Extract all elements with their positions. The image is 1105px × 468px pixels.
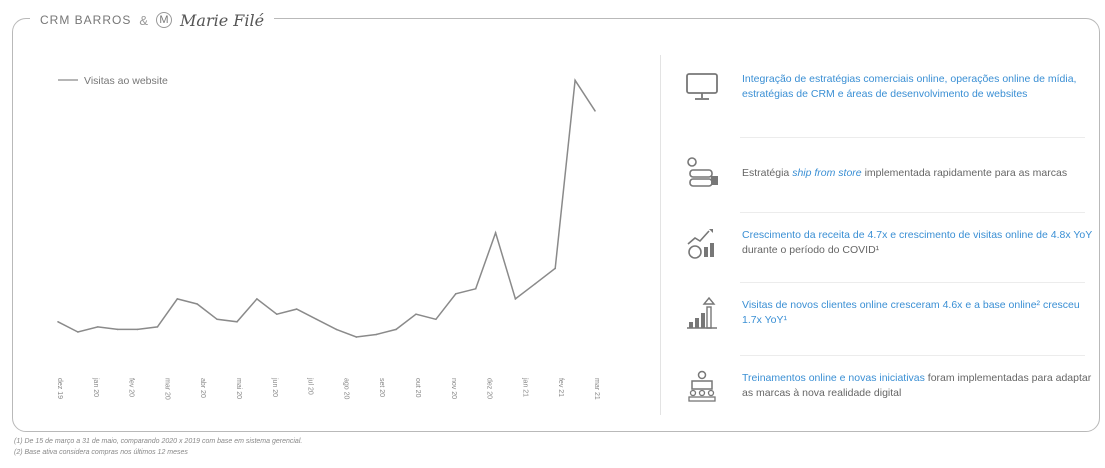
item-3-suffix: durante o período do COVID¹ <box>742 244 880 256</box>
x-tick-label: jan 20 <box>92 377 99 397</box>
x-tick-label: fev 20 <box>128 378 135 397</box>
data-point <box>275 313 278 315</box>
footnote-1: (1) De 15 de março a 31 de maio, compara… <box>14 438 303 445</box>
x-tick-label: jan 21 <box>521 377 528 397</box>
x-tick-label: out 20 <box>414 378 421 398</box>
highlight-item-new-clients: Visitas de novos clientes online crescer… <box>672 292 1092 334</box>
x-tick-label: nov 20 <box>450 378 457 399</box>
data-point <box>554 267 557 270</box>
data-point <box>355 336 358 338</box>
footnote-2: (2) Base ativa considera compras nos últ… <box>14 449 188 456</box>
data-point <box>216 318 218 321</box>
highlight-item-integration: Integração de estratégias comerciais onl… <box>672 66 1092 108</box>
highlight-item-revenue: Crescimento da receita de 4.7x e crescim… <box>672 222 1092 264</box>
data-point <box>196 303 199 305</box>
data-point <box>454 293 457 295</box>
x-tick-label: abr 20 <box>199 378 206 398</box>
data-point <box>415 313 417 315</box>
x-tick-label: ago 20 <box>342 378 349 400</box>
brand-ampersand: & <box>139 12 149 28</box>
data-point <box>96 326 99 328</box>
item-2-highlight: ship from store <box>792 166 862 179</box>
item-5-suffix: foram implementadas para adaptar as marc… <box>742 372 1092 399</box>
line-chart-svg: Visitas ao website dez 19 jan 20 fev 20 mar… <box>56 75 600 400</box>
x-tick-label: jun 20 <box>271 377 278 397</box>
marie-file-mark-icon: M <box>156 12 173 28</box>
content-frame <box>12 18 1100 432</box>
legend-label: Visitas ao website <box>84 75 168 87</box>
section-divider <box>660 55 661 415</box>
item-text-new-clients: Visitas de novos clientes online crescer… <box>742 299 1080 326</box>
item-3-highlight: Crescimento da receita de 4.7x e crescim… <box>742 229 1093 241</box>
data-point <box>256 298 258 300</box>
crm-barros-logo: CRM BARROS <box>40 13 132 27</box>
website-visits-chart: Visitas ao website dez 19 jan 20 fev 20 mar… <box>40 50 610 415</box>
monitor-icon <box>672 66 732 108</box>
data-point <box>176 298 179 300</box>
growth-bars-icon <box>672 292 732 334</box>
item-2-suffix: implementada rapidamente para as marcas <box>861 166 1068 179</box>
data-point <box>514 298 517 300</box>
item-text-ship-from-store: Estratégia ship from store implementada … <box>742 166 1092 181</box>
data-point <box>295 308 298 310</box>
x-tick-label: fev 21 <box>557 378 564 397</box>
data-point <box>335 328 338 331</box>
series-line <box>57 78 596 338</box>
x-tick-label: dez 19 <box>56 378 63 399</box>
data-point <box>77 331 79 333</box>
item-2-prefix: Estratégia <box>742 166 793 179</box>
highlight-item-training: Treinamentos online e novas iniciativas … <box>672 365 1092 407</box>
data-point <box>594 110 596 112</box>
data-point <box>435 318 437 321</box>
item-separator <box>740 355 1085 356</box>
training-icon <box>672 365 732 407</box>
revenue-growth-icon <box>672 222 732 264</box>
brand-header: CRM BARROS & M Marie Filé <box>30 8 275 32</box>
x-tick-label: mar 20 <box>163 378 170 400</box>
data-point <box>494 232 497 234</box>
x-tick-label: mai 20 <box>235 378 242 399</box>
item-text-integration: Integração de estratégias comerciais onl… <box>742 73 1077 100</box>
data-point <box>116 328 119 331</box>
ship-from-store-icon <box>672 152 732 194</box>
item-separator <box>740 212 1085 213</box>
marie-file-logo: Marie Filé <box>180 10 265 30</box>
item-separator <box>740 282 1085 283</box>
item-5-highlight: Treinamentos online e novas iniciativas <box>742 372 925 384</box>
data-point <box>57 320 59 323</box>
x-tick-label: dez 20 <box>486 378 493 399</box>
data-point <box>474 287 477 290</box>
item-separator <box>740 137 1085 138</box>
highlight-item-ship-from-store: Estratégia ship from store implementada … <box>672 152 1092 194</box>
item-text-training: Treinamentos online e novas iniciativas … <box>742 371 1092 401</box>
data-point <box>375 333 378 336</box>
data-point <box>236 320 238 323</box>
x-tick-label: jul 20 <box>307 377 314 395</box>
data-point <box>156 326 159 328</box>
data-point <box>574 79 576 82</box>
data-point <box>534 282 537 285</box>
x-tick-label: mar 21 <box>593 378 600 400</box>
data-point <box>136 328 139 331</box>
item-text-revenue: Crescimento da receita de 4.7x e crescim… <box>742 228 1092 258</box>
data-point <box>395 328 397 331</box>
data-point <box>315 318 318 321</box>
x-tick-label: set 20 <box>378 378 385 397</box>
